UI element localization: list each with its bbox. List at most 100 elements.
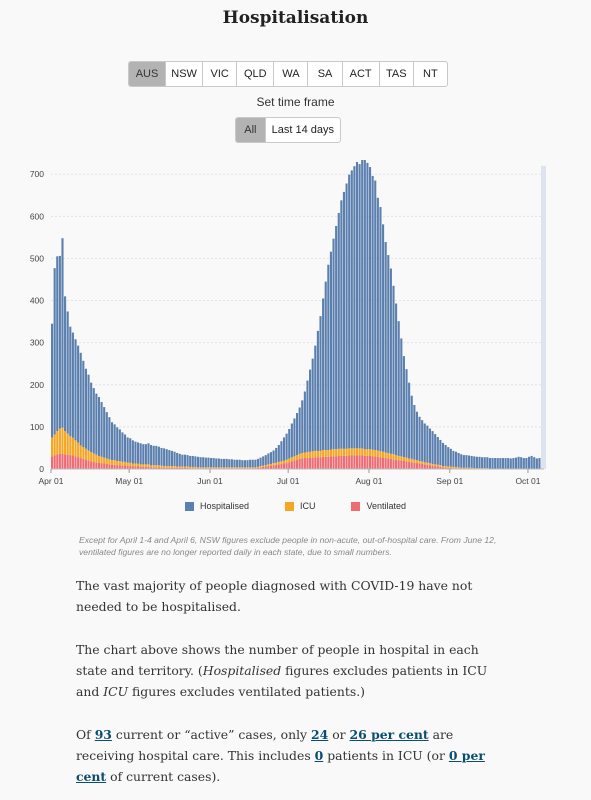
bar-ventilated xyxy=(408,461,411,469)
paragraph-intro: The vast majority of people diagnosed wi… xyxy=(76,578,473,614)
p3-text-b: current or “active” cases, only xyxy=(111,727,311,742)
bar-icu xyxy=(212,467,215,469)
state-tab-vic[interactable]: VIC xyxy=(203,62,238,86)
bar-icu xyxy=(126,462,129,467)
bar-hospitalised xyxy=(457,453,460,468)
bar-hospitalised xyxy=(366,162,369,450)
bar-hospitalised xyxy=(358,164,361,449)
bar-hospitalised xyxy=(306,380,309,453)
bar-ventilated xyxy=(103,463,106,469)
bar-ventilated xyxy=(449,467,452,469)
bar-ventilated xyxy=(324,456,327,469)
bar-ventilated xyxy=(447,467,450,469)
legend-item-icu: ICU xyxy=(284,501,315,511)
bar-ventilated xyxy=(56,454,59,469)
state-tab-tas[interactable]: TAS xyxy=(380,62,414,86)
bar-icu xyxy=(470,467,473,469)
bar-icu xyxy=(431,463,434,466)
bar-icu xyxy=(87,450,90,461)
hospitalisation-chart: 0 100 200 300 400 500 600 700 Apr 01 May 01 Jun 01… xyxy=(30,160,546,486)
bar-hospitalised xyxy=(275,447,278,463)
icu-percent-link[interactable]: 0 per cent xyxy=(76,748,485,784)
bar-ventilated xyxy=(64,454,67,469)
icu-cases-link[interactable]: 0 xyxy=(314,748,324,763)
current-cases-link[interactable]: 93 xyxy=(94,727,112,742)
bar-icu xyxy=(434,464,437,467)
bar-hospitalised xyxy=(183,454,187,467)
bar-hospitalised xyxy=(303,391,306,453)
bar-hospitalised xyxy=(316,330,319,451)
bar-hospitalised xyxy=(230,459,233,468)
bar-ventilated xyxy=(319,457,322,469)
bar-hospitalised xyxy=(144,444,147,465)
bar-icu xyxy=(428,463,432,466)
bar-ventilated xyxy=(426,464,429,469)
timeframe-selector: All Last 14 days xyxy=(235,117,341,143)
bar-icu xyxy=(90,452,93,462)
hospital-cases-link[interactable]: 24 xyxy=(311,727,329,742)
bar-hospitalised xyxy=(483,457,486,469)
bar-ventilated xyxy=(402,461,405,469)
bar-icu xyxy=(220,467,223,469)
bar-icu xyxy=(384,452,387,459)
bar-ventilated xyxy=(66,454,69,469)
bar-ventilated xyxy=(415,463,418,469)
bar-hospitalised xyxy=(131,440,134,464)
bar-hospitalised xyxy=(129,438,132,463)
bar-hospitalised xyxy=(108,417,111,460)
bar-hospitalised xyxy=(186,455,189,467)
bar-hospitalised xyxy=(361,160,364,449)
bar-icu xyxy=(468,467,471,469)
bar-icu xyxy=(457,467,460,469)
p2-text-c: figures excludes patients in ICU and xyxy=(76,663,488,699)
bar-icu xyxy=(69,436,72,456)
bar-icu xyxy=(397,455,400,461)
bar-ventilated xyxy=(87,460,90,469)
bar-hospitalised xyxy=(241,460,244,468)
hospital-percent-link[interactable]: 26 per cent xyxy=(349,727,429,742)
state-tab-aus[interactable]: AUS xyxy=(129,62,167,86)
bar-hospitalised xyxy=(163,448,166,467)
bar-hospitalised xyxy=(400,338,403,457)
bar-icu xyxy=(157,465,160,468)
bar-icu xyxy=(168,466,171,468)
bar-hospitalised xyxy=(51,323,54,438)
bar-ventilated xyxy=(256,467,260,469)
state-selector: AUS NSW VIC QLD WA SA ACT TAS NT xyxy=(128,61,448,87)
bar-hospitalised xyxy=(389,268,392,454)
bar-hospitalised xyxy=(225,458,228,468)
state-tab-sa[interactable]: SA xyxy=(308,62,343,86)
bar-hospitalised xyxy=(110,422,114,461)
bar-hospitalised xyxy=(100,402,103,457)
bar-icu xyxy=(264,465,267,467)
state-tab-act[interactable]: ACT xyxy=(343,62,380,86)
bar-icu xyxy=(311,451,314,458)
bar-ventilated xyxy=(400,460,403,469)
bar-icu xyxy=(144,464,147,467)
bar-ventilated xyxy=(173,467,176,469)
bar-hospitalised xyxy=(428,428,432,464)
bar-ventilated xyxy=(152,467,155,469)
bar-icu xyxy=(335,449,338,457)
state-tab-nt[interactable]: NT xyxy=(423,68,438,80)
bar-icu xyxy=(160,465,163,468)
state-tab-wa[interactable]: WA xyxy=(274,62,309,86)
bar-hospitalised xyxy=(155,445,158,466)
bar-hospitalised xyxy=(522,458,525,469)
bar-icu xyxy=(327,450,330,457)
bar-ventilated xyxy=(280,463,283,469)
bar-ventilated xyxy=(97,462,101,469)
bar-hospitalised xyxy=(56,256,59,432)
bar-icu xyxy=(100,456,103,464)
state-tab-nsw[interactable]: NSW xyxy=(166,62,204,86)
bar-hospitalised xyxy=(327,264,330,451)
timeframe-14days-button[interactable]: Last 14 days xyxy=(271,124,335,136)
bar-hospitalised xyxy=(228,459,231,468)
bar-icu xyxy=(465,467,468,469)
bar-ventilated xyxy=(77,457,80,469)
timeframe-all-button[interactable]: All xyxy=(236,118,266,142)
bar-hospitalised xyxy=(496,458,499,469)
x-tick-label: Apr 01 xyxy=(38,476,63,486)
y-tick-label: 200 xyxy=(30,380,44,390)
state-tab-qld[interactable]: QLD xyxy=(237,62,275,86)
